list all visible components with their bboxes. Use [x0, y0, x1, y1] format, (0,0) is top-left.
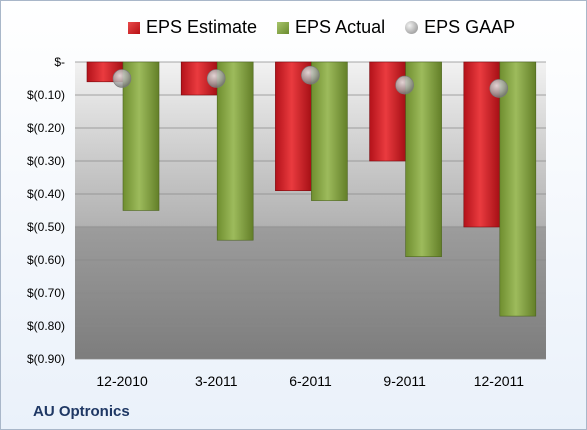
y-tick-label: $(0.60) [27, 253, 65, 267]
bar-eps-actual [122, 61, 160, 211]
legend-swatch-eps-estimate [128, 21, 140, 34]
x-tick-label: 3-2011 [195, 373, 238, 389]
bar-eps-actual [405, 61, 442, 257]
company-name: AU Optronics [33, 403, 130, 420]
y-tick-label: $(0.10) [27, 88, 65, 102]
legend-label-eps-estimate: EPS Estimate [146, 17, 258, 37]
y-tick-label: $(0.40) [27, 187, 65, 201]
bar-eps-actual [216, 61, 254, 241]
legend-swatch-eps-gaap [405, 21, 419, 34]
marker-eps-gaap [489, 79, 509, 98]
y-tick-label: $(0.20) [27, 121, 65, 135]
bar-eps-actual [311, 61, 348, 201]
y-tick-label: $(0.30) [27, 154, 65, 168]
y-tick-label: $(0.90) [27, 352, 65, 366]
marker-eps-gaap [206, 69, 226, 88]
legend-label-eps-actual: EPS Actual [295, 17, 386, 37]
legend-item-eps-estimate: EPS Estimate [128, 17, 257, 38]
marker-eps-gaap [301, 65, 320, 85]
x-tick-label: 6-2011 [289, 373, 332, 389]
bar-eps-estimate [275, 61, 312, 191]
bar-eps-actual [499, 61, 537, 317]
marker-eps-gaap [395, 75, 414, 95]
legend-swatch-eps-actual [277, 21, 290, 34]
y-tick-label: $(0.80) [27, 319, 65, 333]
legend-label-eps-gaap: EPS GAAP [424, 17, 516, 37]
bar-eps-estimate [369, 61, 406, 162]
y-tick-label: $(0.50) [27, 220, 65, 234]
legend-item-eps-actual: EPS Actual [277, 17, 385, 38]
x-tick-label: 9-2011 [383, 373, 426, 389]
marker-eps-gaap [112, 69, 132, 88]
y-tick-label: $- [54, 55, 65, 69]
y-tick-label: $(0.70) [27, 286, 65, 300]
legend-item-eps-gaap: EPS GAAP [405, 17, 515, 38]
x-tick-label: 12-2011 [474, 373, 525, 389]
x-tick-label: 12-2010 [96, 373, 148, 389]
legend: EPS Estimate EPS Actual EPS GAAP [128, 17, 515, 38]
